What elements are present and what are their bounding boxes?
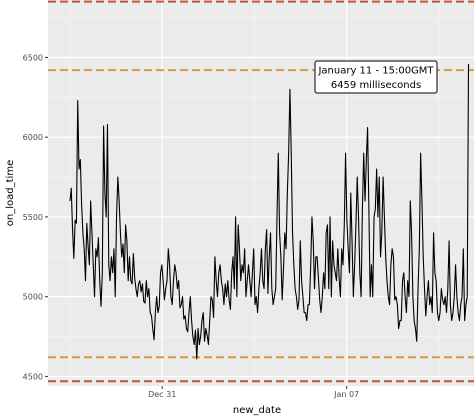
y-tick-label: 6000 <box>23 133 43 142</box>
x-axis: Dec 31 Jan 07 <box>148 386 359 399</box>
callout-line-2: 6459 milliseconds <box>331 80 421 91</box>
y-tick-label: 5500 <box>23 213 43 222</box>
y-axis: 4500 5000 5500 6000 6500 <box>23 53 48 381</box>
x-tick-label: Dec 31 <box>148 390 176 399</box>
y-axis-title: on_load_time <box>5 160 16 226</box>
callout-line-1: January 11 - 15:00GMT <box>317 66 434 77</box>
x-tick-label: Jan 07 <box>333 390 359 399</box>
callout-box <box>314 60 438 94</box>
y-tick-label: 5000 <box>23 293 43 302</box>
y-tick-label: 4500 <box>23 372 43 381</box>
y-tick-label: 6500 <box>23 53 43 62</box>
x-axis-title: new_date <box>233 405 281 416</box>
series-line <box>69 63 470 360</box>
callout: January 11 - 15:00GMT 6459 milliseconds <box>314 60 438 94</box>
